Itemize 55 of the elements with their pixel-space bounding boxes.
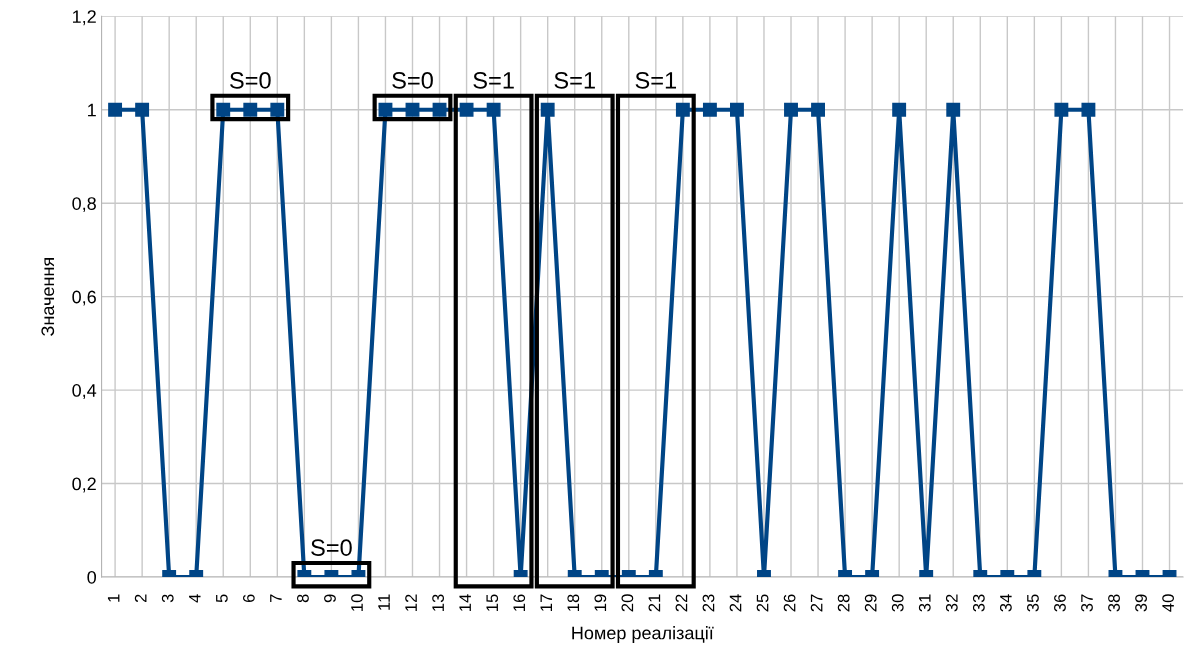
x-tick-label: 24: [729, 594, 742, 612]
x-axis-title: Номер реалізації: [572, 626, 714, 643]
x-tick-label: 21: [648, 594, 661, 612]
x-tick-label: 1: [107, 594, 120, 602]
x-tick-label: 7: [270, 594, 282, 603]
y-tick-label: 0,8: [72, 197, 96, 213]
x-tick-label: 2: [134, 594, 147, 603]
x-tick-label: 31: [918, 594, 931, 612]
x-tick-label: 16: [513, 594, 526, 611]
x-tick-label: 11: [378, 594, 390, 610]
x-tick-label: 33: [972, 594, 985, 612]
y-tick-label: 0,4: [72, 384, 97, 399]
annotation: S=1: [473, 72, 514, 89]
x-tick-label: 34: [999, 594, 1012, 612]
x-tick-label: 15: [486, 594, 499, 611]
x-tick-label: 25: [756, 594, 769, 612]
annotation: S=0: [230, 72, 271, 89]
annotation: S=0: [311, 539, 352, 556]
y-tick-label: 1: [88, 103, 96, 117]
x-tick-label: 18: [567, 594, 580, 611]
x-tick-label: 30: [891, 594, 904, 612]
x-tick-label: 38: [1108, 594, 1120, 612]
x-tick-label: 29: [864, 594, 877, 612]
x-tick-label: 26: [783, 594, 796, 612]
x-tick-label: 12: [405, 594, 417, 611]
x-tick-label: 28: [837, 594, 850, 612]
x-tick-label: 5: [216, 594, 228, 603]
x-tick-label: 39: [1135, 594, 1147, 612]
x-tick-label: 6: [242, 594, 255, 603]
x-tick-label: 17: [540, 594, 552, 611]
y-tick-label: 0: [87, 570, 97, 584]
y-tick-label: 0,2: [72, 477, 96, 493]
y-tick-label: 1,2: [72, 10, 96, 26]
x-tick-label: 3: [161, 594, 174, 603]
x-tick-label: 36: [1054, 594, 1066, 612]
x-tick-label: 8: [297, 594, 309, 603]
x-tick-label: 27: [810, 594, 823, 612]
x-tick-label: 14: [459, 594, 471, 611]
x-tick-label: 4: [189, 594, 201, 603]
x-tick-label: 19: [594, 594, 607, 611]
x-tick-label: 22: [675, 594, 688, 612]
x-tick-label: 20: [621, 594, 634, 612]
annotation: S=1: [635, 72, 677, 89]
y-axis-title: Значення: [41, 258, 55, 336]
x-tick-label: 37: [1081, 594, 1093, 612]
x-tick-label: 35: [1027, 594, 1039, 612]
x-tick-label: 9: [324, 594, 336, 603]
x-tick-label: 40: [1162, 594, 1175, 612]
y-tick-label: 0,6: [72, 290, 96, 306]
annotation: S=0: [392, 72, 433, 89]
x-tick-label: 13: [432, 594, 445, 611]
annotation: S=1: [554, 72, 595, 89]
x-tick-label: 32: [945, 594, 958, 612]
x-tick-label: 23: [702, 594, 715, 612]
x-tick-label: 10: [351, 594, 363, 611]
